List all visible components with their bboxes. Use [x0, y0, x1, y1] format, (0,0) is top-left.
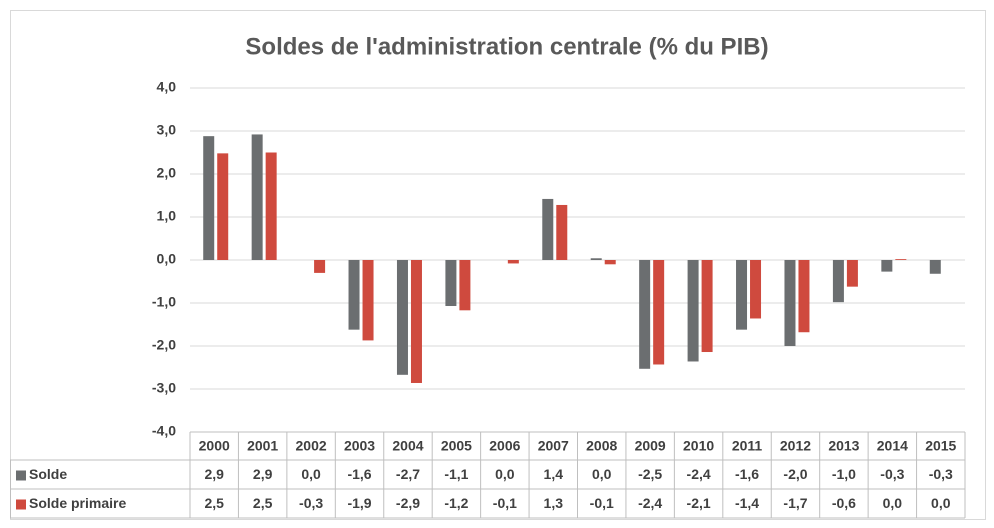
data-label: 0,0	[495, 466, 515, 482]
bar	[846, 260, 858, 287]
legend-label: Solde	[29, 466, 67, 482]
data-label: -0,1	[590, 495, 614, 511]
bar	[881, 260, 893, 272]
data-label: -1,2	[444, 495, 468, 511]
data-label: -0,3	[299, 495, 323, 511]
y-tick-label: 1,0	[157, 208, 177, 224]
bar	[929, 260, 941, 274]
data-label: -1,9	[347, 495, 371, 511]
x-tick-label: 2012	[780, 438, 811, 454]
bar	[314, 260, 326, 273]
bar	[396, 260, 408, 375]
bar	[590, 258, 602, 260]
x-tick-label: 2008	[586, 438, 617, 454]
x-tick-label: 2007	[538, 438, 569, 454]
x-tick-label: 2013	[828, 438, 859, 454]
x-tick-label: 2005	[441, 438, 472, 454]
y-tick-label: -3,0	[152, 380, 176, 396]
bar	[798, 260, 810, 333]
bar	[736, 260, 748, 330]
bar	[217, 153, 229, 260]
data-label: 0,0	[592, 466, 612, 482]
bar	[265, 152, 277, 260]
data-label: -2,0	[783, 466, 807, 482]
data-label: -2,7	[396, 466, 420, 482]
chart-border	[10, 10, 986, 520]
bar	[701, 260, 713, 353]
x-tick-label: 2009	[635, 438, 666, 454]
bar	[203, 136, 215, 260]
bar	[251, 134, 263, 260]
x-tick-label: 2004	[392, 438, 423, 454]
data-label: -0,3	[929, 466, 953, 482]
x-tick-label: 2006	[489, 438, 520, 454]
bar	[639, 260, 651, 369]
bar	[832, 260, 844, 303]
x-tick-label: 2010	[683, 438, 714, 454]
x-tick-label: 2000	[199, 438, 230, 454]
bar	[604, 260, 616, 265]
x-tick-label: 2002	[296, 438, 327, 454]
bar	[687, 260, 699, 362]
x-tick-label: 2014	[877, 438, 908, 454]
bar	[784, 260, 796, 346]
y-tick-label: 2,0	[157, 165, 177, 181]
y-tick-label: 3,0	[157, 122, 177, 138]
y-tick-label: 4,0	[157, 79, 177, 95]
bar	[445, 260, 457, 307]
data-label: -2,4	[687, 466, 711, 482]
bar	[653, 260, 665, 365]
legend-key	[16, 499, 26, 510]
bar	[348, 260, 360, 330]
legend-key	[16, 470, 26, 481]
data-label: 2,5	[253, 495, 273, 511]
y-tick-label: -4,0	[152, 423, 176, 439]
data-label: -1,6	[735, 466, 759, 482]
x-tick-label: 2011	[732, 438, 763, 454]
data-label: -2,9	[396, 495, 420, 511]
data-label: -2,4	[638, 495, 662, 511]
data-label: -2,1	[687, 495, 711, 511]
x-tick-label: 2003	[344, 438, 375, 454]
data-label: 1,4	[544, 466, 564, 482]
data-label: -2,5	[638, 466, 662, 482]
y-tick-label: -1,0	[152, 294, 176, 310]
chart-title: Soldes de l'administration centrale (% d…	[245, 33, 768, 60]
data-label: 0,0	[301, 466, 321, 482]
x-tick-label: 2001	[247, 438, 278, 454]
data-label: -1,7	[783, 495, 807, 511]
x-tick-label: 2015	[925, 438, 956, 454]
bar	[556, 204, 568, 260]
y-tick-label: -2,0	[152, 337, 176, 353]
bar	[542, 198, 554, 260]
bar	[750, 260, 762, 319]
data-label: -1,1	[444, 466, 468, 482]
data-label: 2,9	[204, 466, 224, 482]
data-label: -0,6	[832, 495, 856, 511]
data-label: 0,0	[883, 495, 903, 511]
bar	[410, 260, 422, 383]
legend-label: Solde primaire	[29, 495, 126, 511]
bar	[362, 260, 374, 341]
data-label: -1,6	[347, 466, 371, 482]
data-label: -0,3	[880, 466, 904, 482]
bar	[459, 260, 471, 311]
data-label: 0,0	[931, 495, 951, 511]
bar	[507, 260, 519, 264]
data-label: 2,9	[253, 466, 273, 482]
data-label: 1,3	[544, 495, 564, 511]
data-label: 2,5	[204, 495, 224, 511]
bar	[895, 259, 907, 260]
data-label: -0,1	[493, 495, 517, 511]
data-label: -1,0	[832, 466, 856, 482]
data-label: -1,4	[735, 495, 759, 511]
y-tick-label: 0,0	[157, 251, 177, 267]
